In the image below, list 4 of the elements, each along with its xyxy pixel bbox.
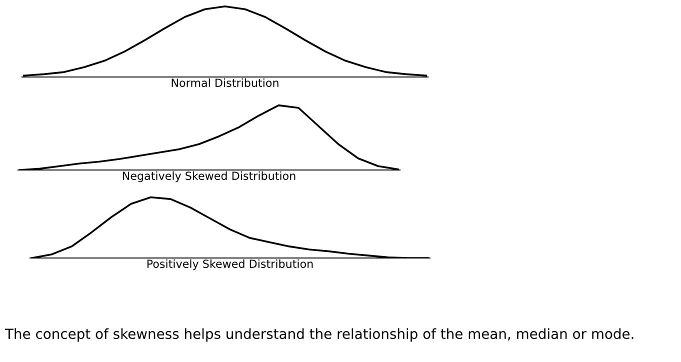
text: The concept of skewness helps understand the relationship of the mean, median or mode.	[4, 328, 634, 342]
x-axis-title: Positively Skewed Distribution	[147, 259, 313, 270]
x-axis-title: Negatively Skewed Distribution	[122, 171, 296, 182]
x-axis-title: Normal Distribution	[172, 78, 278, 87]
